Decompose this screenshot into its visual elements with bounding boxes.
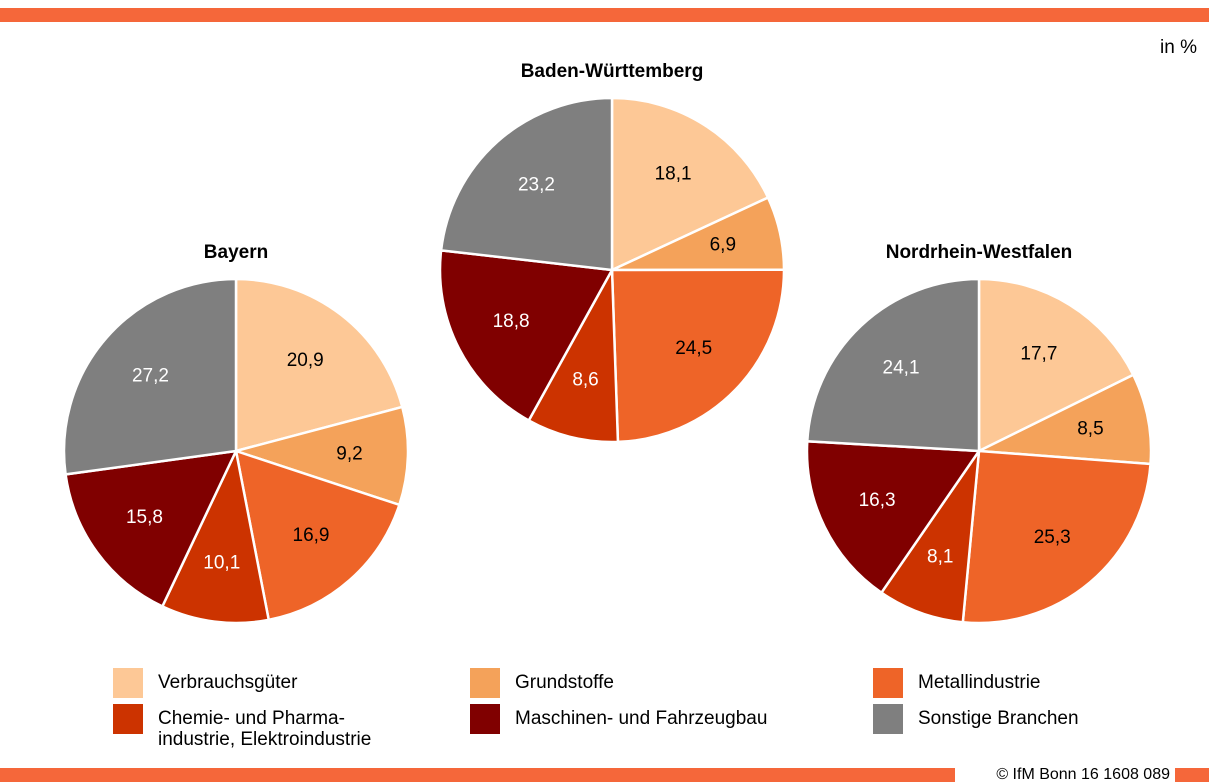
- pie-slice: [234, 449, 401, 622]
- data-label: 8,6: [572, 369, 598, 390]
- pie-slice: [160, 447, 271, 625]
- data-label: 15,8: [126, 507, 163, 528]
- data-label: 16,3: [859, 490, 896, 511]
- data-label: 10,1: [203, 553, 240, 574]
- pie-slice: [231, 405, 410, 507]
- legend-label: Sonstige Branchen: [918, 708, 1079, 729]
- legend-label: Verbrauchsgüter: [158, 672, 298, 693]
- pie-slice: [961, 449, 1152, 625]
- data-label: 24,5: [675, 338, 712, 359]
- pie-title: Baden-Württemberg: [521, 61, 704, 82]
- pie-slice: [439, 96, 614, 272]
- pie-slice: [234, 277, 404, 453]
- pie-slice: [438, 248, 614, 423]
- legend-swatch: [873, 668, 903, 698]
- data-label: 17,7: [1020, 344, 1057, 365]
- data-label: 6,9: [710, 234, 736, 255]
- pie-slice: [527, 265, 620, 444]
- legend-label: Maschinen- und Fahrzeugbau: [515, 708, 768, 729]
- pie-slice: [974, 373, 1153, 466]
- legend-swatch: [470, 704, 500, 734]
- pie-title: Bayern: [204, 242, 268, 263]
- pie-slice: [64, 449, 239, 609]
- pie-slice: [805, 277, 981, 453]
- data-label: 24,1: [883, 358, 920, 379]
- data-label: 18,1: [655, 163, 692, 184]
- pie-title: Nordrhein-Westfalen: [886, 242, 1073, 263]
- data-label: 9,2: [336, 443, 362, 464]
- data-label: 23,2: [518, 174, 555, 195]
- pie-slice: [977, 277, 1135, 454]
- pie-slice: [610, 96, 770, 272]
- data-label: 27,2: [132, 365, 169, 386]
- legend-label: Grundstoffe: [515, 672, 614, 693]
- legend-swatch: [873, 704, 903, 734]
- data-label: 20,9: [287, 350, 324, 371]
- pie-slice: [805, 439, 982, 595]
- legend-swatch: [470, 668, 500, 698]
- pie-slice: [879, 446, 981, 624]
- data-label: 8,1: [927, 547, 953, 568]
- legend-swatch: [113, 704, 143, 734]
- legend-swatch: [113, 668, 143, 698]
- data-label: 18,8: [493, 311, 530, 332]
- bottom-bar: [0, 768, 955, 782]
- pie-slice: [610, 268, 786, 444]
- unit: in %: [1160, 37, 1197, 58]
- footer: © IfM Bonn 16 1608 089: [996, 766, 1170, 782]
- bottom-bar-end: [1175, 768, 1209, 782]
- data-label: 16,9: [293, 525, 330, 546]
- data-label: 8,5: [1077, 418, 1103, 439]
- legend-label: Chemie- und Pharma- industrie, Elektroin…: [158, 708, 372, 750]
- legend-label: Metallindustrie: [918, 672, 1041, 693]
- pie-slice: [62, 277, 238, 476]
- top-bar: [0, 8, 1209, 22]
- data-label: 25,3: [1034, 527, 1071, 548]
